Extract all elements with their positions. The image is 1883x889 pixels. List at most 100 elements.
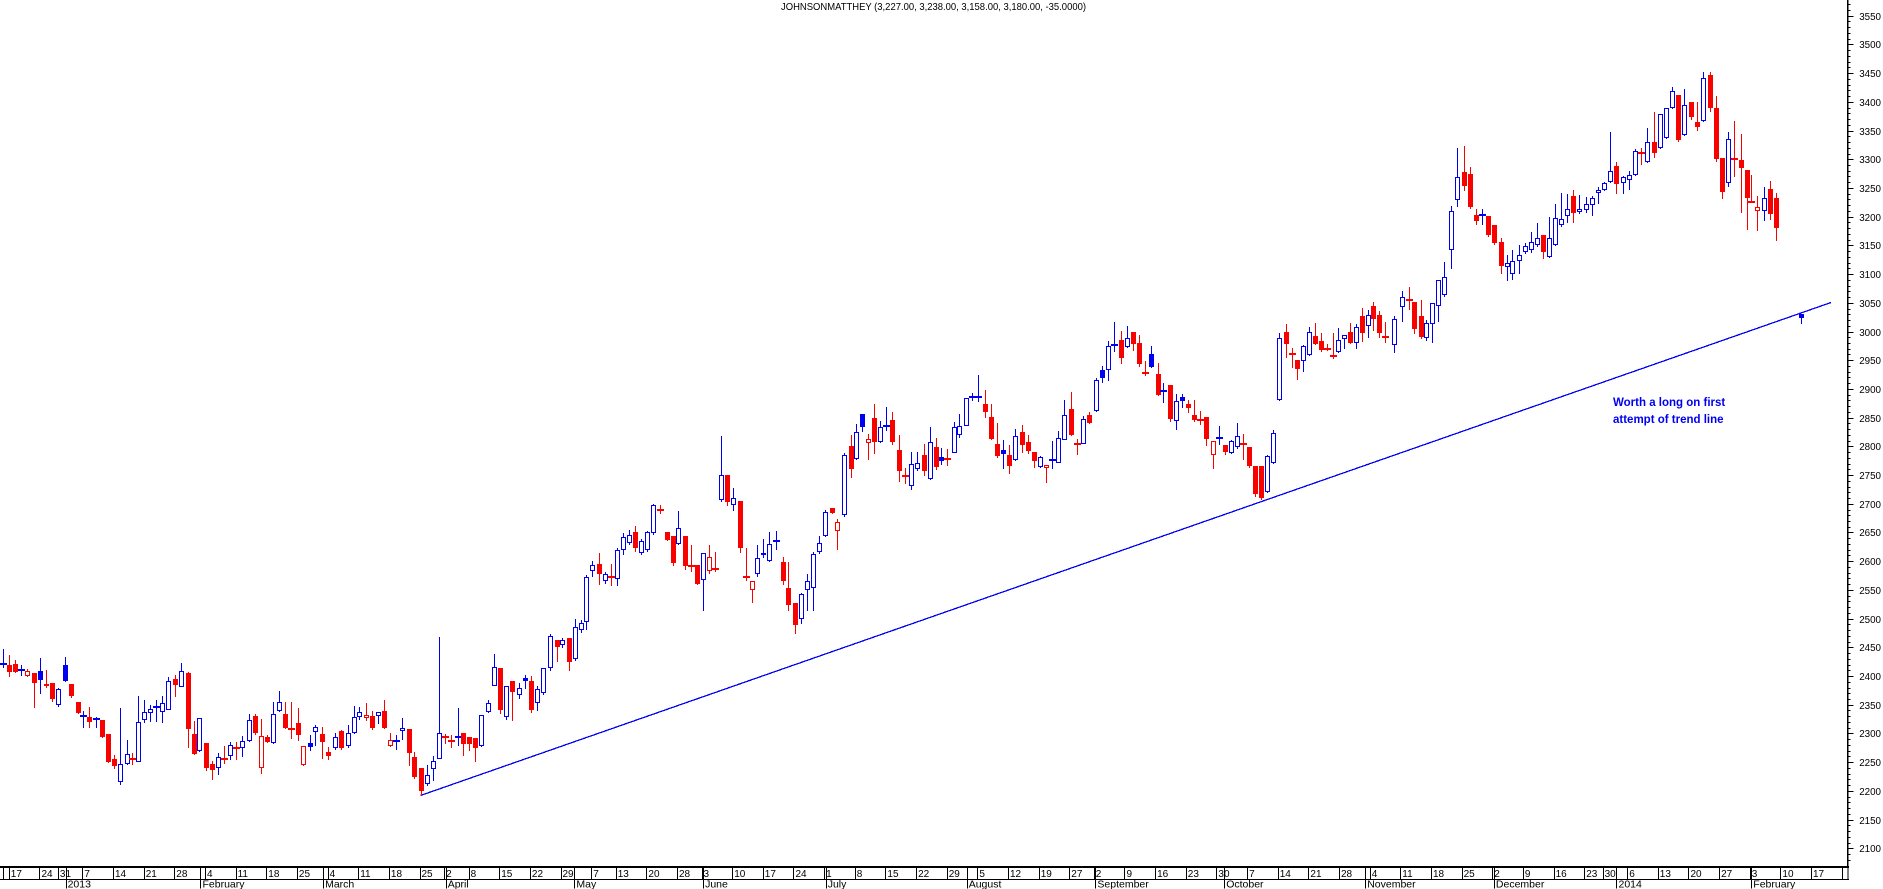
- svg-text:2100: 2100: [1859, 844, 1881, 855]
- svg-text:29: 29: [563, 869, 575, 880]
- svg-text:18: 18: [1433, 869, 1445, 880]
- svg-text:23: 23: [1188, 869, 1200, 880]
- svg-text:31: 31: [60, 869, 72, 880]
- svg-text:2250: 2250: [1859, 758, 1881, 769]
- svg-text:2600: 2600: [1859, 557, 1881, 568]
- svg-text:18: 18: [391, 869, 403, 880]
- svg-text:2013: 2013: [68, 879, 92, 889]
- svg-text:17: 17: [765, 869, 777, 880]
- svg-text:20: 20: [648, 869, 660, 880]
- svg-text:3250: 3250: [1859, 184, 1881, 195]
- svg-text:2550: 2550: [1859, 586, 1881, 597]
- svg-text:2300: 2300: [1859, 729, 1881, 740]
- svg-text:30: 30: [1605, 869, 1617, 880]
- svg-text:2400: 2400: [1859, 672, 1881, 683]
- svg-text:4: 4: [1372, 869, 1378, 880]
- svg-text:23: 23: [1586, 869, 1598, 880]
- svg-text:April: April: [448, 879, 469, 889]
- svg-text:August: August: [969, 879, 1002, 889]
- svg-text:11: 11: [1402, 869, 1413, 880]
- svg-text:1: 1: [826, 869, 832, 880]
- svg-text:14: 14: [1280, 869, 1292, 880]
- svg-text:February: February: [1753, 879, 1796, 889]
- svg-text:10: 10: [1782, 869, 1794, 880]
- svg-text:28: 28: [1341, 869, 1353, 880]
- svg-text:November: November: [1367, 879, 1416, 889]
- svg-text:3100: 3100: [1859, 270, 1881, 281]
- svg-text:24: 24: [42, 869, 54, 880]
- svg-text:13: 13: [1660, 869, 1672, 880]
- svg-text:25: 25: [299, 869, 311, 880]
- svg-text:March: March: [325, 879, 354, 889]
- svg-text:2750: 2750: [1859, 471, 1881, 482]
- svg-text:June: June: [705, 879, 728, 889]
- svg-text:15: 15: [887, 869, 899, 880]
- svg-text:4: 4: [330, 869, 336, 880]
- svg-text:3400: 3400: [1859, 98, 1881, 109]
- svg-text:2: 2: [1096, 869, 1102, 880]
- svg-text:October: October: [1226, 879, 1264, 889]
- svg-text:3: 3: [1752, 869, 1758, 880]
- svg-text:4: 4: [207, 869, 213, 880]
- svg-text:2150: 2150: [1859, 816, 1881, 827]
- svg-text:22: 22: [918, 869, 930, 880]
- svg-text:29: 29: [949, 869, 961, 880]
- svg-text:2: 2: [1494, 869, 1500, 880]
- svg-text:attempt of trend line: attempt of trend line: [1613, 414, 1724, 426]
- svg-text:Worth a long on first: Worth a long on first: [1613, 397, 1725, 409]
- svg-text:11: 11: [360, 869, 371, 880]
- svg-text:28: 28: [176, 869, 188, 880]
- svg-text:16: 16: [1157, 869, 1169, 880]
- svg-text:14: 14: [115, 869, 127, 880]
- svg-text:7: 7: [593, 869, 599, 880]
- svg-text:2850: 2850: [1859, 414, 1881, 425]
- svg-text:7: 7: [84, 869, 90, 880]
- svg-text:19: 19: [1041, 869, 1053, 880]
- svg-text:28: 28: [679, 869, 691, 880]
- svg-text:3000: 3000: [1859, 328, 1881, 339]
- svg-text:2: 2: [446, 869, 452, 880]
- svg-text:17: 17: [1813, 869, 1825, 880]
- svg-text:2950: 2950: [1859, 356, 1881, 367]
- svg-text:2450: 2450: [1859, 643, 1881, 654]
- svg-text:December: December: [1496, 879, 1545, 889]
- svg-text:13: 13: [618, 869, 630, 880]
- svg-text:27: 27: [1071, 869, 1083, 880]
- svg-text:25: 25: [422, 869, 434, 880]
- svg-text:8: 8: [471, 869, 477, 880]
- svg-text:15: 15: [501, 869, 513, 880]
- svg-text:3150: 3150: [1859, 241, 1881, 252]
- svg-text:2200: 2200: [1859, 787, 1881, 798]
- svg-text:3450: 3450: [1859, 69, 1881, 80]
- svg-text:September: September: [1097, 879, 1149, 889]
- svg-text:2650: 2650: [1859, 528, 1881, 539]
- svg-text:18: 18: [268, 869, 280, 880]
- svg-text:February: February: [203, 879, 246, 889]
- svg-text:16: 16: [1556, 869, 1568, 880]
- svg-text:8: 8: [857, 869, 863, 880]
- svg-text:July: July: [828, 879, 847, 889]
- svg-text:21: 21: [1310, 869, 1322, 880]
- svg-text:3050: 3050: [1859, 299, 1881, 310]
- svg-text:JOHNSONMATTHEY (3,227.00, 3,23: JOHNSONMATTHEY (3,227.00, 3,238.00, 3,15…: [781, 1, 1086, 13]
- svg-text:3350: 3350: [1859, 127, 1881, 138]
- svg-text:2014: 2014: [1619, 879, 1643, 889]
- svg-text:11: 11: [238, 869, 249, 880]
- svg-text:9: 9: [1127, 869, 1133, 880]
- svg-text:2800: 2800: [1859, 442, 1881, 453]
- svg-text:2700: 2700: [1859, 500, 1881, 511]
- svg-text:24: 24: [796, 869, 808, 880]
- svg-text:12: 12: [1010, 869, 1022, 880]
- svg-text:3500: 3500: [1859, 40, 1881, 51]
- svg-text:17: 17: [11, 869, 23, 880]
- svg-text:3200: 3200: [1859, 213, 1881, 224]
- svg-text:22: 22: [532, 869, 544, 880]
- svg-text:27: 27: [1721, 869, 1733, 880]
- svg-text:7: 7: [1249, 869, 1255, 880]
- svg-text:2350: 2350: [1859, 701, 1881, 712]
- svg-text:5: 5: [979, 869, 985, 880]
- svg-text:9: 9: [1525, 869, 1531, 880]
- svg-text:3: 3: [704, 869, 710, 880]
- svg-text:21: 21: [146, 869, 158, 880]
- svg-text:3300: 3300: [1859, 155, 1881, 166]
